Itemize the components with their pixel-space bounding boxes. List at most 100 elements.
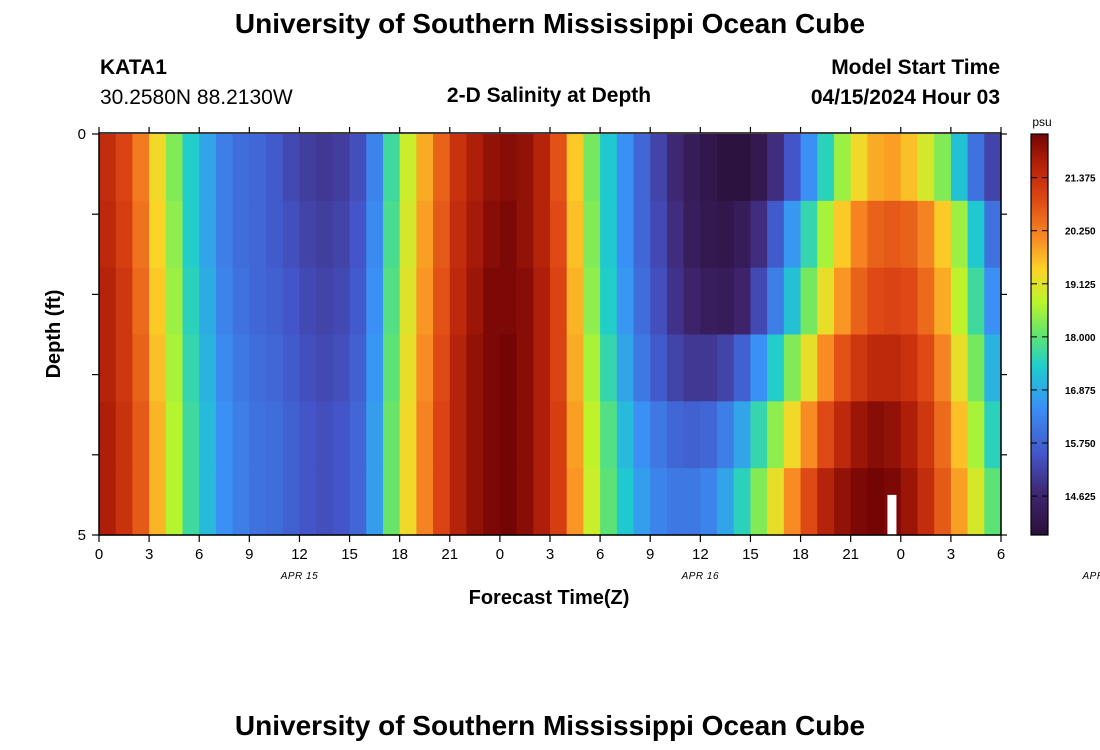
missing-data-gap [887,494,897,535]
heat-cell [266,401,284,469]
heat-cell [299,134,317,202]
heat-cell [182,334,200,402]
heat-cell [115,134,133,202]
heat-cell [165,401,184,469]
colorbar-unit: psu [1032,115,1051,129]
page-title: University of Southern Mississippi Ocean… [234,8,866,39]
heat-cell [366,401,384,469]
x-tick-label: 12 [692,546,709,563]
colorbar-tick-label: 21.375 [1065,174,1096,185]
heat-cell [984,334,1002,402]
heat-cell [433,334,451,402]
heat-cell [215,334,234,402]
heat-cell [666,334,685,402]
heat-cell [416,401,434,469]
heat-cell [266,468,284,536]
heat-cell [199,200,217,269]
heat-cell [349,401,367,469]
heat-cell [833,468,852,536]
heat-cell [516,401,534,469]
heat-cell [967,200,985,269]
heat-cell [499,134,518,202]
heat-cell [249,134,267,202]
heat-cell [683,401,701,469]
heat-cell [533,334,551,402]
model-start-value: 04/15/2024 Hour 03 [810,86,1000,109]
heat-cell [733,134,752,202]
heat-cell [332,468,351,536]
station-coordinates: 30.2580N 88.2130W [100,86,293,109]
heat-cell [299,334,317,402]
heat-cell [600,401,618,469]
heat-cell [700,267,718,336]
heat-cell [149,200,167,269]
heat-cell [466,200,484,269]
x-tick-label: 9 [646,546,654,563]
heat-cell [850,267,868,336]
heat-cell [349,134,367,202]
colorbar-tick-label: 15.750 [1065,439,1096,450]
heat-cell [950,334,969,402]
heat-cell [366,134,384,202]
heat-cell [934,267,952,336]
colorbar-tick-label: 18.000 [1065,333,1096,344]
heat-cell [683,200,701,269]
heat-cell [149,134,167,202]
heat-cell [349,468,367,536]
heat-cell [717,401,735,469]
heat-cell [165,200,184,269]
heat-cell [466,134,484,202]
missing-data [887,494,897,535]
heat-cell [282,267,301,336]
heat-cell [600,334,618,402]
heat-cell [950,134,969,202]
heat-cell [433,468,451,536]
footer-title: University of Southern Mississippi Ocean… [234,710,866,741]
heat-cell [934,200,952,269]
heat-cell [533,200,551,269]
heat-cell [750,334,768,402]
heat-cell [533,134,551,202]
heat-cell [99,134,117,202]
heat-cell [850,200,868,269]
heat-cell [984,200,1002,269]
heat-cell [550,134,568,202]
heat-cell [967,401,985,469]
heat-cell [533,267,551,336]
x-tick-label: 15 [742,546,759,563]
heat-cell [817,134,835,202]
heat-cell [382,200,401,269]
heat-cell [817,267,835,336]
heat-cell [683,468,701,536]
heat-cell [633,334,651,402]
heat-cell [583,267,601,336]
heat-cell [616,468,635,536]
heat-cell [666,468,685,536]
heat-cell [299,267,317,336]
heat-cell [600,200,618,269]
heat-cell [382,401,401,469]
heat-cell [282,200,301,269]
heat-cell [115,200,133,269]
heat-cell [550,468,568,536]
heat-cell [332,134,351,202]
heat-cell [666,267,685,336]
heat-cell [934,134,952,202]
heat-cell [767,267,785,336]
colorbar [1030,133,1049,536]
heat-cell [666,401,685,469]
heat-cell [466,468,484,536]
heat-cell [165,468,184,536]
heat-cell [750,267,768,336]
heat-cell [332,334,351,402]
heat-cell [399,401,417,469]
x-tick-label: 21 [441,546,458,563]
heat-cell [382,267,401,336]
heat-cell [132,334,150,402]
heat-cell [917,267,935,336]
heat-cell [583,134,601,202]
heat-cell [215,267,234,336]
heat-cell [683,134,701,202]
heat-cell [900,267,919,336]
